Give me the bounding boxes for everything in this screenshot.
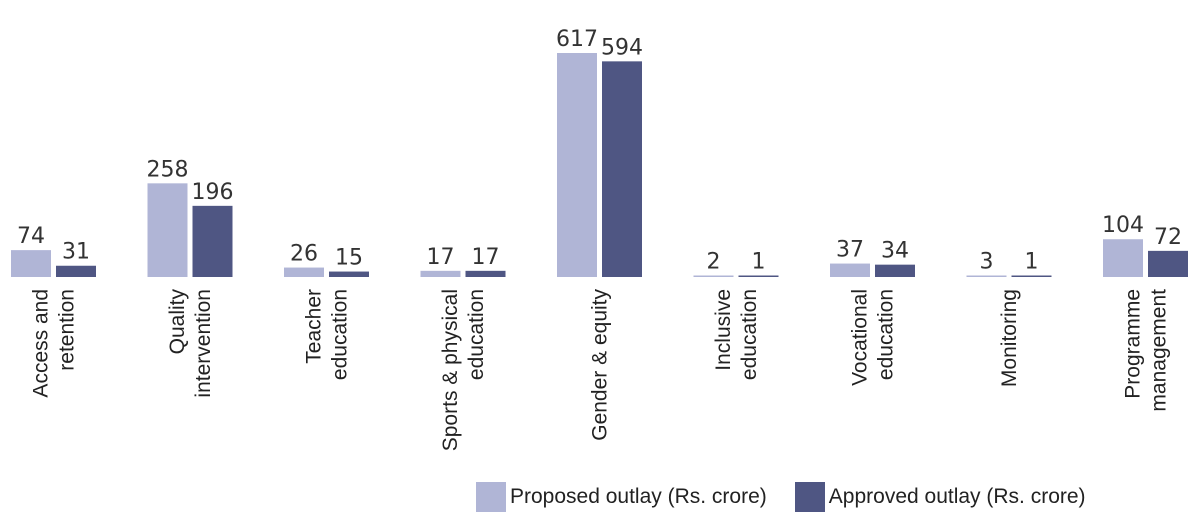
bar-quality-intervention-approved [192, 205, 233, 277]
legend-label-proposed: Proposed outlay (Rs. crore) [510, 485, 767, 508]
value-label-gender-equity-proposed: 617 [556, 27, 598, 52]
value-label-monitoring-proposed: 3 [980, 250, 994, 275]
bar-monitoring-approved [1011, 275, 1052, 277]
category-label-quality-intervention: Quality intervention [166, 289, 215, 398]
bar-monitoring-proposed [966, 275, 1007, 277]
value-label-vocational-education-proposed: 37 [836, 238, 864, 263]
value-label-vocational-education-approved: 34 [881, 239, 909, 264]
bar-sports-physical-education-proposed [420, 270, 461, 277]
category-label-line: education [738, 289, 761, 380]
bar-sports-physical-education-approved [465, 270, 506, 277]
value-label-access-and-retention-proposed: 74 [17, 224, 45, 249]
category-label-programme-management: Programme management [1122, 289, 1171, 412]
category-label-line: Vocational [849, 289, 872, 386]
legend-swatch-proposed [476, 482, 506, 512]
value-label-quality-intervention-proposed: 258 [147, 157, 189, 182]
category-label-line: education [875, 289, 898, 380]
value-label-sports-physical-education-approved: 17 [472, 245, 500, 270]
value-label-teacher-education-approved: 15 [335, 246, 363, 271]
category-label-line: retention [56, 289, 79, 371]
bar-access-and-retention-proposed [11, 250, 51, 277]
bar-teacher-education-proposed [284, 267, 324, 277]
category-label-line: Sports & physical [439, 289, 462, 451]
category-label-line: education [465, 289, 488, 380]
category-label-line: Teacher [303, 289, 326, 364]
bar-teacher-education-approved [329, 271, 369, 277]
category-label-line: Gender & equity [589, 289, 612, 441]
legend-item-approved: Approved outlay (Rs. crore) [794, 482, 1086, 512]
legend-label-approved: Approved outlay (Rs. crore) [828, 485, 1086, 508]
bar-quality-intervention-proposed [147, 183, 188, 277]
legend: Proposed outlay (Rs. crore) Approved out… [476, 482, 1086, 512]
category-label-line: management [1148, 289, 1171, 412]
legend-swatch-approved [794, 482, 825, 512]
category-label-monitoring: Monitoring [998, 289, 1021, 387]
category-labels-layer: Access and retention Quality intervention Te… [30, 289, 1171, 452]
value-label-teacher-education-proposed: 26 [290, 242, 318, 267]
category-label-line: Inclusive [712, 289, 735, 371]
category-label-vocational-education: Vocational education [849, 289, 898, 386]
bar-gender-equity-proposed [557, 53, 597, 277]
bar-programme-management-proposed [1103, 239, 1143, 277]
bar-programme-management-approved [1148, 250, 1188, 277]
value-label-access-and-retention-approved: 31 [62, 240, 90, 265]
category-label-teacher-education: Teacher education [303, 289, 352, 380]
category-label-line: Programme [1122, 289, 1145, 399]
category-label-line: Quality [166, 289, 189, 355]
value-label-inclusive-education-proposed: 2 [707, 250, 721, 275]
value-label-inclusive-education-approved: 1 [752, 250, 766, 275]
bar-vocational-education-approved [875, 264, 915, 277]
value-label-gender-equity-approved: 594 [601, 35, 643, 60]
category-label-line: intervention [192, 289, 215, 398]
value-label-programme-management-approved: 72 [1154, 225, 1182, 250]
category-label-sports-physical-education: Sports & physical education [439, 289, 488, 451]
bar-gender-equity-approved [602, 61, 642, 277]
category-label-inclusive-education: Inclusive education [712, 289, 761, 380]
value-label-programme-management-proposed: 104 [1102, 213, 1144, 238]
bar-access-and-retention-approved [56, 265, 96, 277]
category-label-access-and-retention: Access and retention [30, 289, 79, 398]
category-label-line: Access and [30, 289, 53, 398]
bars-layer [11, 53, 1188, 277]
bar-vocational-education-proposed [830, 263, 870, 277]
value-label-sports-physical-education-proposed: 17 [427, 245, 455, 270]
value-label-quality-intervention-approved: 196 [192, 180, 234, 205]
bar-inclusive-education-approved [738, 275, 779, 277]
value-label-monitoring-approved: 1 [1025, 250, 1039, 275]
bar-inclusive-education-proposed [693, 275, 734, 277]
category-label-line: Monitoring [998, 289, 1021, 387]
category-label-gender-equity: Gender & equity [589, 289, 612, 441]
category-label-line: education [329, 289, 352, 380]
legend-item-proposed: Proposed outlay (Rs. crore) [476, 482, 767, 512]
